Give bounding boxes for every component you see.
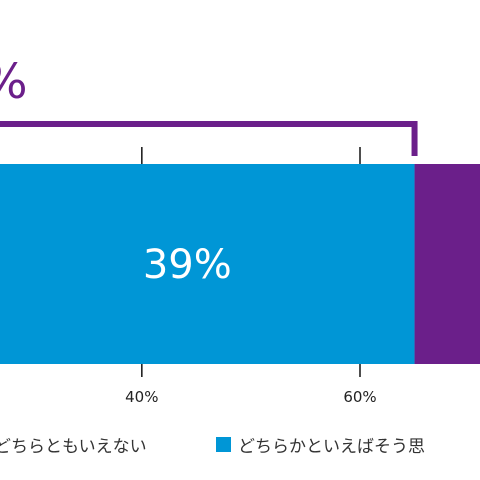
bar-segments [0, 164, 480, 364]
x-tick-labels: 40% 60% [125, 388, 377, 406]
legend-swatch-2 [216, 437, 231, 452]
data-labels: 39% [143, 242, 232, 288]
total-percent-label: % [0, 54, 28, 110]
tick-marks [141, 147, 361, 377]
bar-value-label-1: 39% [143, 242, 232, 288]
legend-label-2: どちらかといえばそう思 [238, 437, 425, 457]
legend: どちらともいえない どちらかといえばそう思 [0, 437, 425, 457]
legend-label-1: どちらともいえない [0, 437, 147, 457]
x-tick-label-40: 40% [125, 388, 158, 406]
bar-segment-2 [414, 164, 480, 364]
bracket-line [0, 121, 418, 156]
bar-segment-1 [0, 164, 415, 364]
x-tick-label-60: 60% [343, 388, 376, 406]
total-bracket [0, 121, 418, 156]
